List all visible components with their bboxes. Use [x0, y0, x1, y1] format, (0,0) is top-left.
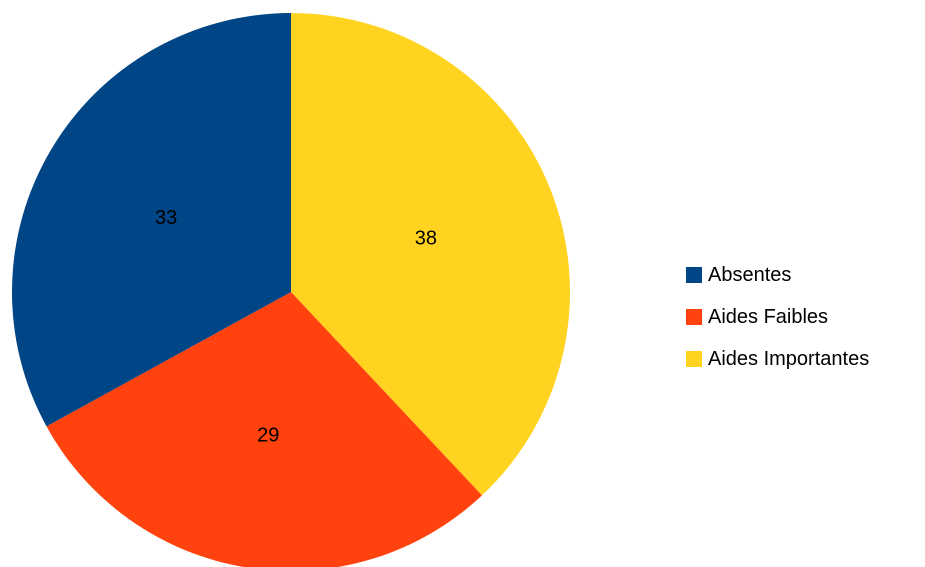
pie-slice-aides-importantes	[291, 13, 570, 496]
legend-label-absentes: Absentes	[708, 263, 792, 286]
legend: Absentes Aides Faibles Aides Importantes	[686, 254, 869, 380]
data-label-absentes: 33	[155, 207, 177, 229]
data-label-aides-importantes: 38	[415, 228, 437, 250]
legend-label-aides-faibles: Aides Faibles	[708, 305, 829, 328]
legend-swatch-aides-faibles	[686, 309, 702, 325]
pie-data-labels: 38 29 33	[155, 207, 437, 446]
legend-item-aides-faibles: Aides Faibles	[686, 296, 869, 338]
legend-swatch-aides-importantes	[686, 351, 702, 367]
legend-swatch-absentes	[686, 267, 702, 283]
legend-item-aides-importantes: Aides Importantes	[686, 338, 869, 380]
pie-slice-absentes	[12, 13, 292, 427]
pie-slices	[12, 13, 570, 567]
pie-slice-aides-faibles	[46, 292, 482, 567]
data-label-aides-faibles: 29	[257, 424, 279, 446]
legend-item-absentes: Absentes	[686, 254, 869, 296]
legend-label-aides-importantes: Aides Importantes	[708, 347, 870, 370]
